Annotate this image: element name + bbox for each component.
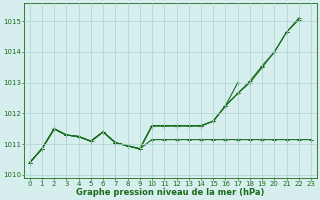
X-axis label: Graphe pression niveau de la mer (hPa): Graphe pression niveau de la mer (hPa) — [76, 188, 265, 197]
